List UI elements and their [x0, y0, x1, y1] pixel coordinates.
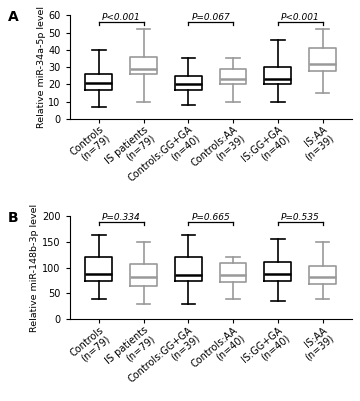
Text: P=0.334: P=0.334: [102, 213, 140, 221]
Y-axis label: Relative miR-148b-3p level: Relative miR-148b-3p level: [30, 204, 39, 332]
Text: P=0.665: P=0.665: [191, 213, 230, 221]
Text: P<0.001: P<0.001: [281, 13, 320, 22]
Text: P=0.067: P=0.067: [191, 13, 230, 22]
Text: A: A: [8, 10, 18, 24]
Text: B: B: [8, 211, 18, 225]
Text: P=0.535: P=0.535: [281, 213, 320, 221]
Text: P<0.001: P<0.001: [102, 13, 140, 22]
Y-axis label: Relative miR-34a-5p level: Relative miR-34a-5p level: [36, 6, 45, 128]
